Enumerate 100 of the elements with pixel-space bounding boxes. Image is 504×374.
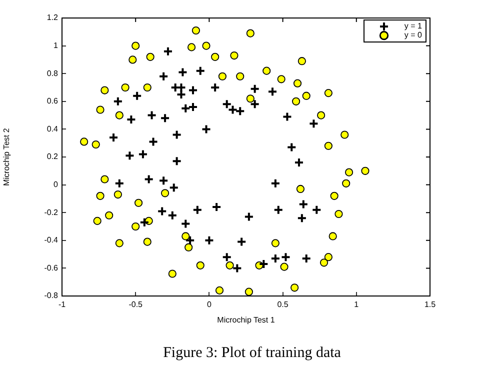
- point: [340, 130, 349, 139]
- point: [324, 142, 332, 150]
- point: [178, 67, 188, 78]
- point: [361, 166, 370, 175]
- point: [128, 56, 137, 64]
- x-tick-label: -1: [58, 300, 66, 310]
- point: [211, 52, 220, 61]
- point: [294, 158, 304, 168]
- point: [202, 42, 210, 50]
- point: [258, 259, 269, 270]
- point: [296, 184, 305, 194]
- x-axis-title: Microchip Test 1: [217, 315, 276, 324]
- x-tick-label: 0: [206, 300, 212, 310]
- x-tick-label: 0.5: [277, 300, 289, 310]
- point: [167, 210, 178, 220]
- point: [302, 92, 310, 100]
- point: [201, 124, 212, 134]
- y-tick-label: -0.2: [44, 208, 59, 217]
- point: [158, 176, 169, 186]
- point: [246, 29, 254, 38]
- point: [292, 97, 300, 106]
- point: [96, 192, 104, 200]
- y-tick-label: 0.6: [46, 96, 59, 106]
- point: [144, 174, 154, 184]
- point: [121, 83, 130, 92]
- point: [296, 213, 307, 224]
- point: [244, 288, 253, 296]
- y-axis-title: Microchip Test 2: [2, 128, 12, 186]
- point: [132, 222, 140, 231]
- point: [143, 238, 152, 246]
- point: [262, 66, 271, 75]
- point: [222, 252, 232, 262]
- point: [330, 192, 338, 200]
- point: [115, 239, 124, 248]
- point: [158, 71, 169, 82]
- point: [267, 86, 278, 97]
- point: [324, 253, 332, 262]
- point: [334, 210, 343, 218]
- legend-label: y = 0: [404, 30, 423, 40]
- point: [301, 253, 312, 264]
- point: [126, 114, 136, 124]
- point: [162, 46, 173, 56]
- point: [105, 211, 114, 220]
- x-tick-label: 1.5: [424, 300, 436, 310]
- point: [235, 106, 246, 116]
- point: [195, 66, 206, 76]
- point: [108, 132, 119, 143]
- point: [277, 75, 286, 84]
- y-tick-label: 0.2: [46, 152, 59, 162]
- point: [324, 89, 332, 98]
- point: [308, 118, 319, 129]
- point: [172, 156, 182, 166]
- point: [139, 217, 150, 228]
- point: [280, 262, 288, 271]
- point: [80, 138, 88, 146]
- point: [188, 85, 198, 96]
- point: [204, 235, 214, 246]
- point: [132, 42, 140, 50]
- legend-label: y = 1: [404, 22, 423, 31]
- y-tick-label: -0.4: [44, 236, 59, 245]
- point: [210, 82, 220, 92]
- point: [114, 178, 124, 188]
- caption: Figure 3: Plot of training data: [163, 344, 342, 361]
- point: [138, 149, 148, 160]
- point: [172, 130, 182, 140]
- point: [320, 258, 328, 267]
- point: [184, 243, 193, 252]
- point: [293, 79, 302, 88]
- point: [100, 175, 109, 184]
- point: [160, 189, 170, 198]
- x-tick-label: -0.5: [128, 300, 144, 310]
- point: [317, 111, 326, 120]
- point: [143, 83, 152, 92]
- point: [218, 72, 226, 80]
- point: [124, 150, 135, 161]
- point: [160, 113, 170, 124]
- point: [246, 94, 254, 103]
- y-tick-label: 0.8: [46, 68, 59, 78]
- point: [270, 253, 280, 264]
- y-tick-label: -0.6: [44, 263, 59, 272]
- point: [286, 142, 297, 152]
- point: [215, 286, 224, 294]
- point: [298, 57, 306, 66]
- point: [244, 212, 254, 222]
- point: [250, 99, 260, 110]
- point: [312, 204, 322, 215]
- point: [273, 204, 284, 215]
- point: [328, 232, 337, 240]
- point: [182, 232, 190, 240]
- point: [212, 202, 222, 212]
- point: [115, 111, 124, 120]
- point: [250, 84, 260, 94]
- point: [271, 239, 280, 248]
- point: [148, 136, 158, 147]
- point: [192, 26, 200, 35]
- point: [342, 179, 350, 188]
- point: [188, 102, 198, 112]
- point: [168, 270, 176, 278]
- point: [146, 110, 157, 120]
- point: [185, 235, 196, 246]
